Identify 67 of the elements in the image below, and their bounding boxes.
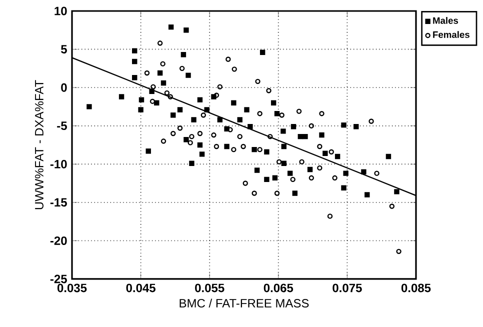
point — [290, 176, 296, 182]
y-tick-label: -10 — [50, 160, 67, 168]
point — [255, 78, 260, 84]
x-tick-label: 0.075 — [332, 284, 362, 292]
point — [319, 110, 324, 116]
point — [374, 170, 380, 176]
point — [274, 190, 280, 196]
y-tick-label: -15 — [50, 198, 67, 207]
point — [268, 134, 273, 140]
point — [168, 94, 173, 100]
y-axis-title: UWW%FAT - DXA%FAT — [35, 80, 44, 210]
point — [217, 84, 223, 90]
legend-label: Males — [433, 17, 458, 24]
point — [200, 112, 206, 118]
legend-label: Females — [433, 31, 470, 38]
x-tick-label: 0.055 — [195, 284, 224, 292]
point — [164, 90, 170, 96]
point — [257, 146, 262, 152]
x-tick-label: 0.085 — [401, 284, 431, 292]
point — [252, 190, 257, 196]
y-tick-label: 5 — [60, 45, 67, 54]
point — [276, 159, 282, 164]
point — [296, 108, 302, 114]
y-tick-label: -5 — [57, 122, 67, 130]
point — [266, 88, 272, 94]
y-tick-label: -25 — [50, 274, 67, 284]
point — [299, 159, 304, 164]
point — [188, 140, 193, 146]
x-axis-title: BMC / FAT-FREE MASS — [180, 298, 309, 308]
x-tick-label: 0.035 — [57, 284, 87, 292]
point — [177, 126, 183, 131]
point — [279, 112, 284, 118]
y-tick-label: 0 — [61, 83, 67, 92]
point — [237, 134, 242, 140]
x-tick-label: 0.065 — [264, 284, 294, 292]
point — [396, 248, 402, 254]
point — [226, 56, 231, 62]
point — [211, 132, 216, 138]
point — [332, 175, 338, 181]
point — [317, 165, 322, 171]
point — [308, 175, 314, 181]
point — [144, 70, 150, 76]
point — [170, 130, 176, 136]
point — [389, 204, 395, 209]
x-tick-label: 0.045 — [126, 284, 156, 292]
point — [214, 92, 220, 98]
y-tick-label: 10 — [54, 6, 67, 16]
point — [232, 66, 237, 72]
y-tick-label: -20 — [50, 236, 67, 245]
point — [327, 214, 333, 219]
point — [160, 138, 166, 144]
point — [157, 40, 163, 46]
point — [150, 98, 156, 104]
point — [308, 123, 314, 128]
point — [231, 146, 236, 152]
point — [179, 66, 185, 72]
point — [328, 149, 334, 154]
point — [257, 110, 262, 116]
point — [197, 130, 203, 136]
point — [368, 118, 374, 124]
point — [214, 144, 220, 150]
point — [242, 180, 248, 186]
point — [160, 61, 166, 66]
point — [240, 144, 246, 150]
point — [189, 134, 194, 140]
point — [150, 84, 156, 90]
point — [317, 144, 322, 150]
